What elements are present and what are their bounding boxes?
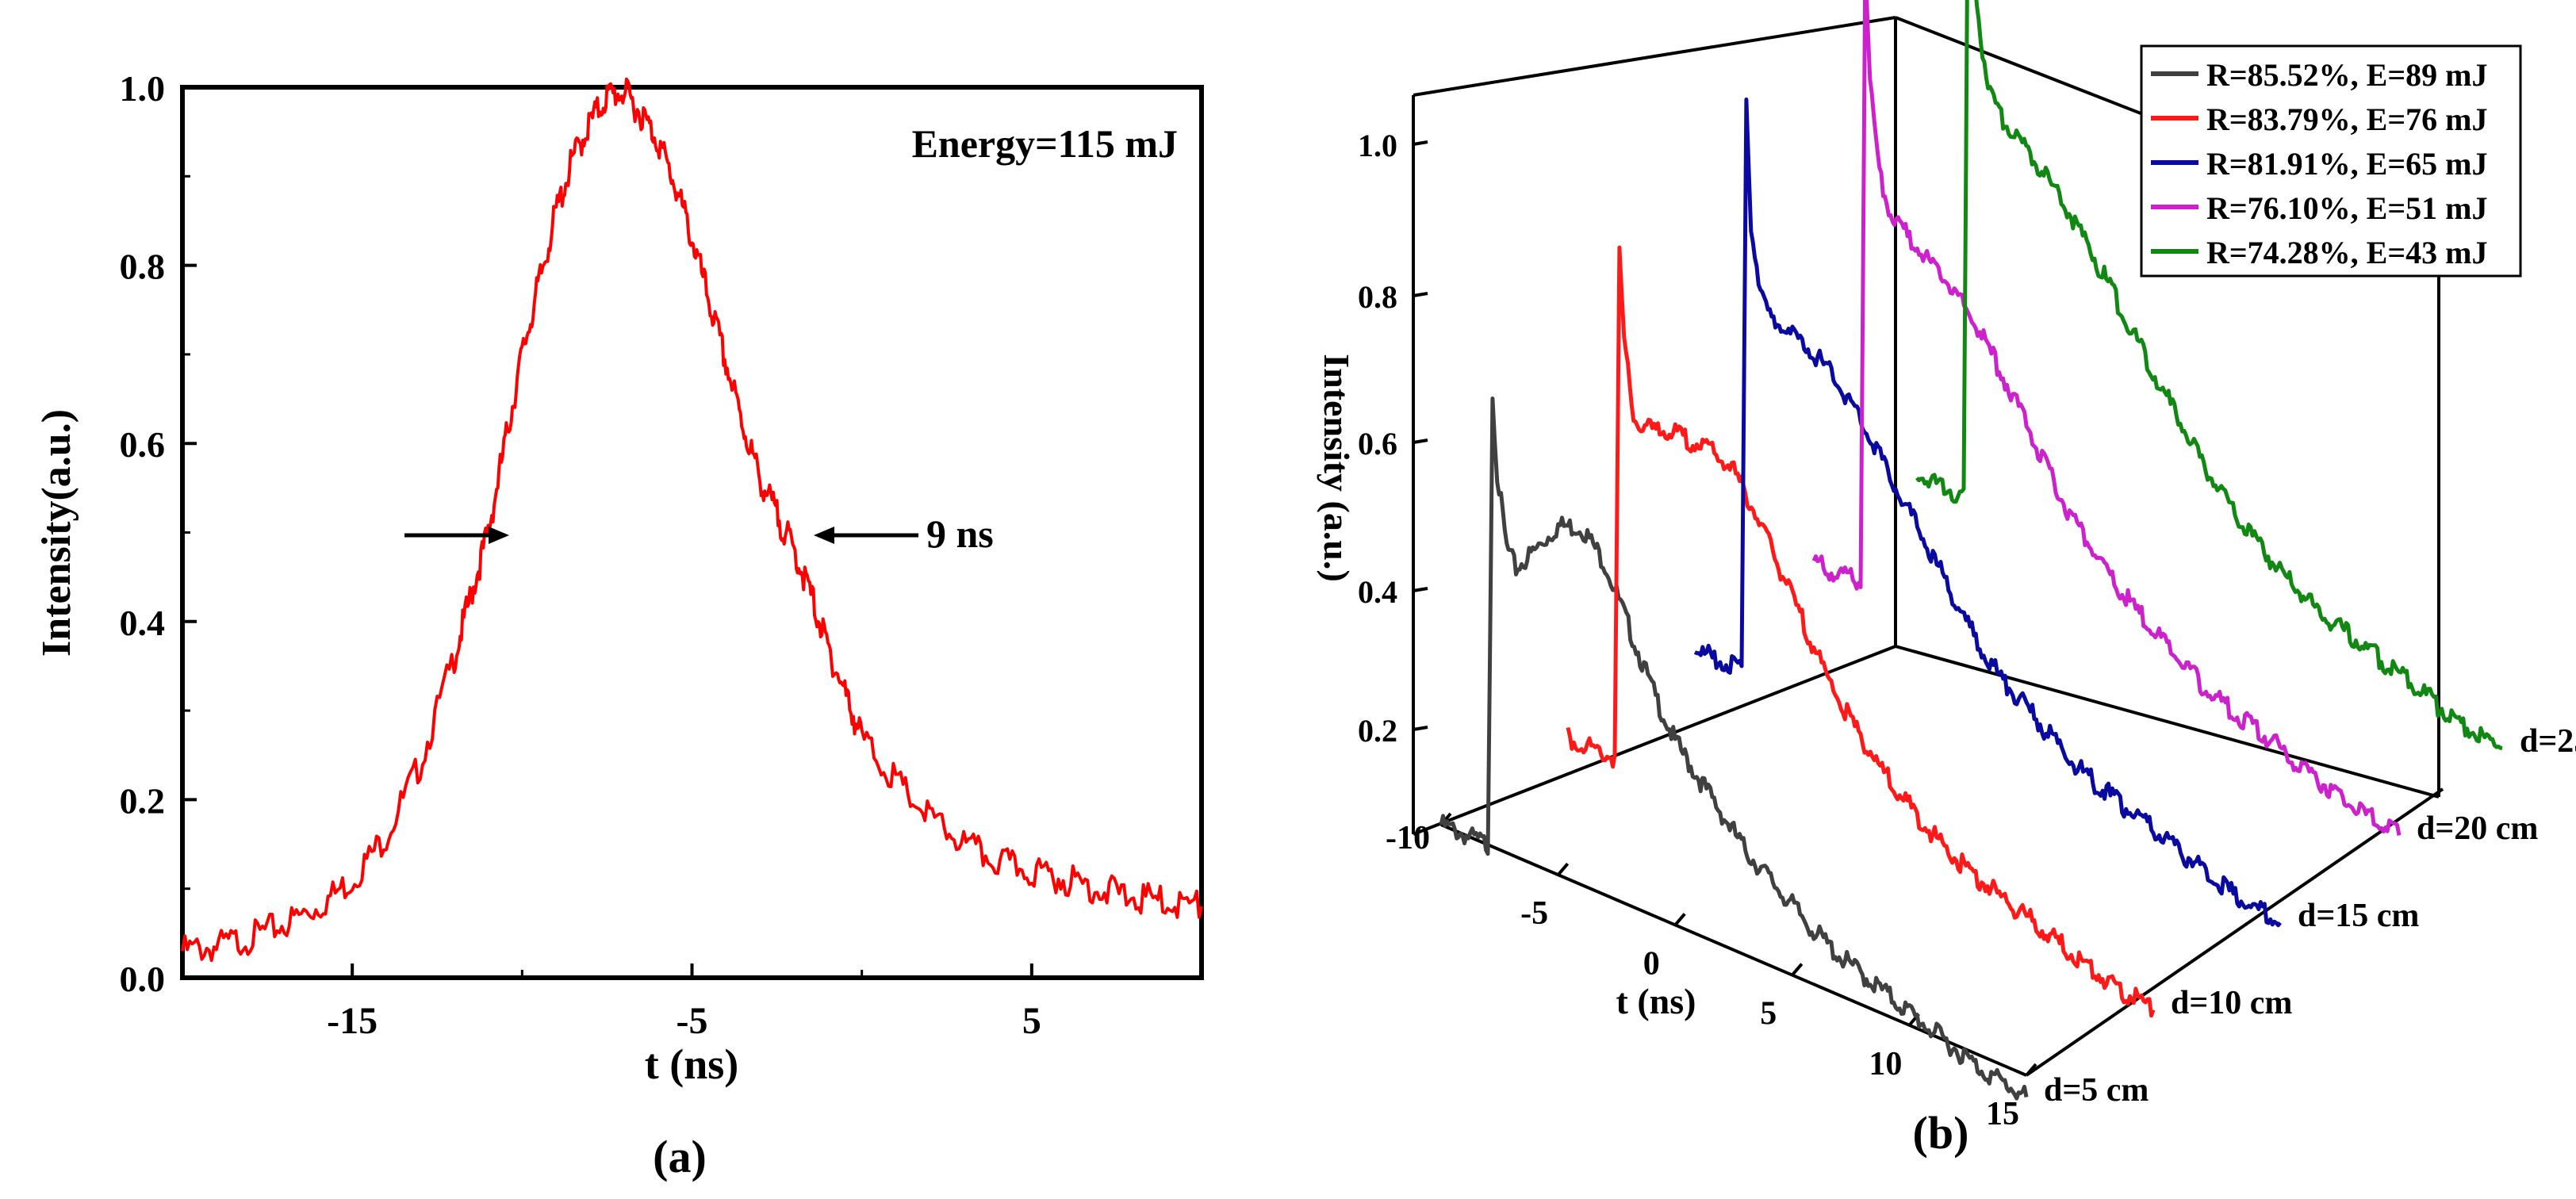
x-tick-label: 0	[1643, 945, 1660, 982]
series-line-4	[1811, 0, 2402, 836]
y-tick-label: 0.8	[1358, 279, 1397, 315]
series-line-2	[1566, 245, 2156, 1018]
y-tick-label: 0.2	[1358, 713, 1397, 749]
plot-a-ylabel: Intensity(a.u.)	[34, 409, 79, 657]
x-tick-label: -10	[1386, 820, 1430, 856]
fwhm-left-arrowhead	[489, 527, 509, 544]
plot-b-xlabel: t (ns)	[1616, 981, 1696, 1021]
x-tick-label: 5	[1760, 996, 1777, 1032]
x-tick-label: 5	[1022, 1000, 1041, 1042]
box-edge	[1413, 16, 1896, 97]
plot-b-box	[1412, 16, 2444, 1077]
y-tick-label: 1.0	[120, 68, 166, 109]
plot-a-frame	[180, 85, 1204, 980]
box-edge	[1895, 645, 2440, 799]
plot-b-series: d=5 cm d=10 cm d=15 cm d=20 cm d=25 cm	[1439, 0, 2576, 1109]
series-line-3	[1693, 98, 2282, 928]
depth-label-5: d=25 cm	[2520, 723, 2576, 760]
box-edge	[2025, 787, 2444, 1077]
panel-a: -15 -5 5 0.0 0.2 0.4 0.6 0.8 1.0 Energy=115 mJ 9…	[34, 68, 1204, 1182]
legend-label-1: R=85.52%, E=89 mJ	[2206, 57, 2487, 93]
series-line-1	[1439, 396, 2029, 1101]
y-tick	[1413, 587, 1428, 592]
fwhm-label: 9 ns	[926, 511, 994, 556]
y-tick-label: 0.0	[120, 959, 166, 999]
box-edge	[1413, 645, 1896, 836]
x-tick	[2025, 1063, 2037, 1077]
legend-label-5: R=74.28%, E=43 mJ	[2206, 235, 2487, 270]
legend-label-2: R=83.79%, E=76 mJ	[2206, 102, 2487, 137]
panel-a-label: (a)	[653, 1131, 707, 1182]
fwhm-right-arrowhead	[814, 527, 834, 544]
depth-label-2: d=10 cm	[2171, 985, 2292, 1021]
plot-a-annotation-energy: Energy=115 mJ	[912, 121, 1178, 166]
x-tick-label: -15	[327, 1000, 378, 1042]
plot-a-pulse-line	[181, 77, 1203, 963]
plot-a-xlabel: t (ns)	[645, 1040, 739, 1088]
y-tick	[1413, 140, 1428, 146]
x-tick	[1791, 963, 1804, 976]
fwhm-markers: 9 ns	[404, 511, 994, 556]
y-tick-label: 0.4	[1358, 574, 1397, 610]
x-tick-label: 15	[1986, 1096, 2019, 1132]
y-tick-label: 0.6	[1358, 426, 1397, 462]
y-tick-label: 0.6	[120, 424, 166, 465]
plot-a-ticks: -15 -5 5 0.0 0.2 0.4 0.6 0.8 1.0	[120, 68, 1203, 1042]
x-tick-label: -5	[677, 1000, 708, 1042]
depth-label-4: d=20 cm	[2417, 810, 2538, 847]
y-tick-label: 0.2	[120, 780, 166, 821]
y-tick	[1413, 726, 1428, 731]
y-tick-label: 0.8	[120, 247, 166, 287]
legend-label-3: R=81.91%, E=65 mJ	[2206, 146, 2487, 182]
depth-label-1: d=5 cm	[2044, 1072, 2149, 1109]
depth-label-3: d=15 cm	[2298, 898, 2419, 934]
x-tick-label: 10	[1869, 1046, 1902, 1082]
legend: R=85.52%, E=89 mJ R=83.79%, E=76 mJ R=81.9…	[2140, 44, 2522, 278]
series-line-5	[1915, 0, 2503, 750]
box-edge	[1440, 823, 2027, 1077]
y-tick	[1413, 439, 1428, 444]
y-tick	[1413, 292, 1428, 297]
plot-b-ticks: 0.2 0.4 0.6 0.8 1.0 -10 -5 0 5 10 15	[1358, 128, 2037, 1132]
y-tick-label: 0.4	[120, 603, 166, 643]
x-tick	[1557, 862, 1570, 876]
plot-b-ylabel: Intensity (a.u.)	[1317, 354, 1357, 582]
panel-b-label: (b)	[1913, 1107, 1969, 1159]
x-tick	[1673, 913, 1686, 926]
y-tick-label: 1.0	[1358, 128, 1397, 163]
legend-label-4: R=76.10%, E=51 mJ	[2206, 190, 2487, 226]
panel-b: 0.2 0.4 0.6 0.8 1.0 -10 -5 0 5 10 15 d=5 cm d=10 cm…	[1317, 0, 2576, 1159]
x-tick-label: -5	[1520, 895, 1548, 932]
legend-frame	[2140, 44, 2522, 278]
